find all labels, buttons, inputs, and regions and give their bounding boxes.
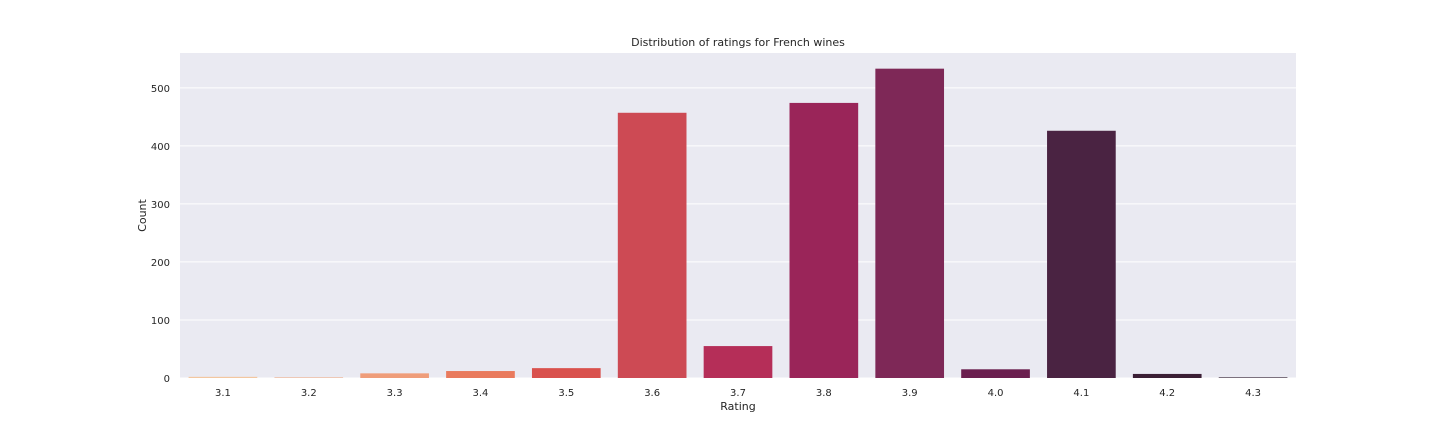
- bar: [875, 68, 945, 378]
- x-tick-label: 3.5: [558, 388, 574, 399]
- y-tick-label: 400: [151, 142, 170, 153]
- x-tick-label: 4.1: [1073, 388, 1089, 399]
- y-tick-label: 500: [151, 84, 170, 95]
- y-tick-label: 200: [151, 258, 170, 269]
- y-axis-label: Count: [136, 198, 149, 231]
- x-tick-label: 4.0: [988, 388, 1004, 399]
- bar: [1047, 130, 1116, 378]
- bar: [360, 373, 429, 378]
- x-tick-label: 3.3: [387, 388, 403, 399]
- x-axis-label: Rating: [720, 400, 755, 413]
- x-tick-label: 3.2: [301, 388, 317, 399]
- chart-title: Distribution of ratings for French wines: [631, 36, 845, 49]
- bar: [446, 371, 515, 378]
- x-tick-label: 3.9: [902, 388, 918, 399]
- y-tick-labels: 0 100 200 300 400 500: [151, 84, 170, 385]
- bar: [531, 368, 601, 378]
- x-tick-label: 3.7: [730, 388, 746, 399]
- bar: [1218, 377, 1288, 378]
- x-tick-label: 4.3: [1245, 388, 1261, 399]
- x-tick-labels: 3.1 3.2 3.3 3.4 3.5 3.6 3.7 3.8 3.9 4.0 4.1 4.2 4.3: [215, 388, 1261, 399]
- bar: [1132, 373, 1202, 378]
- bar: [961, 369, 1030, 378]
- y-tick-label: 0: [164, 374, 170, 385]
- bar: [617, 112, 687, 378]
- bar: [789, 102, 859, 379]
- y-tick-label: 100: [151, 316, 170, 327]
- bars: [188, 68, 1288, 379]
- x-tick-label: 3.8: [816, 388, 832, 399]
- x-tick-label: 4.2: [1159, 388, 1175, 399]
- bar: [703, 346, 773, 378]
- x-tick-label: 3.4: [473, 388, 489, 399]
- bar: [188, 376, 258, 378]
- plot-background: [180, 53, 1296, 378]
- x-tick-label: 3.1: [215, 388, 231, 399]
- y-tick-label: 300: [151, 200, 170, 211]
- x-tick-label: 3.6: [644, 388, 660, 399]
- bar: [274, 377, 344, 378]
